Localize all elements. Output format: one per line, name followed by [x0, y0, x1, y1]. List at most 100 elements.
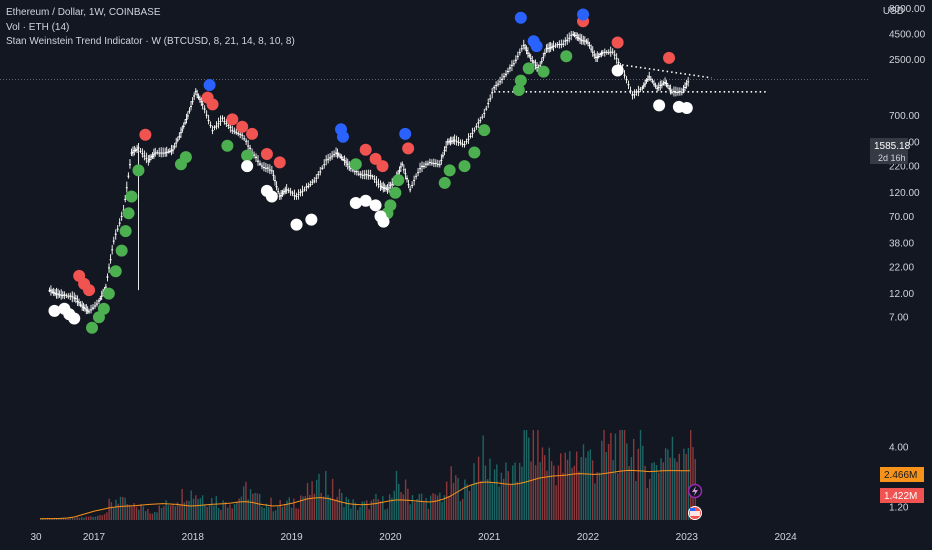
candle-body	[71, 296, 74, 298]
candle-body	[231, 130, 234, 132]
volume-bar	[363, 501, 366, 520]
red-marker	[663, 51, 676, 64]
candle-body	[253, 154, 256, 156]
volume-bar	[279, 499, 281, 520]
green-marker	[97, 302, 110, 315]
candle-body	[441, 155, 444, 157]
volume-bar	[660, 458, 662, 520]
candle-body	[572, 33, 575, 35]
volume-bar	[502, 478, 505, 520]
volume-bar	[459, 501, 462, 520]
candle-body	[649, 78, 652, 80]
volume-bar	[300, 495, 302, 520]
volume-bar	[518, 462, 521, 520]
candle-body	[178, 136, 181, 138]
volume-bar	[457, 478, 459, 520]
candle-body	[548, 47, 551, 49]
candle-body	[605, 51, 608, 53]
time-axis[interactable]: 30 2017 2018 2019 2020 2021 2022 2023 2024	[30, 532, 797, 543]
volume-bar	[687, 447, 690, 520]
volume-bar	[505, 462, 507, 520]
candle-body	[459, 142, 462, 144]
volume-bar	[128, 504, 131, 520]
volume-bar	[176, 502, 179, 520]
event-icons[interactable]	[687, 483, 703, 520]
volume-bar	[147, 508, 149, 520]
candle-body	[564, 40, 567, 42]
volume-bar	[211, 497, 213, 520]
volume-bar	[231, 508, 233, 520]
indicator-title[interactable]: Stan Weinstein Trend Indicator · W (BTCU…	[6, 36, 295, 47]
candle-body	[593, 54, 596, 56]
trendline[interactable]	[617, 63, 712, 79]
currency-label: USD	[882, 6, 904, 17]
volume-bar	[493, 469, 496, 520]
candle-body	[386, 188, 389, 190]
candle-body	[287, 189, 290, 191]
volume-bar	[361, 501, 363, 520]
volume-bar	[245, 481, 247, 520]
candle-body	[664, 82, 667, 84]
volume-bar	[587, 451, 589, 520]
volume-bar	[195, 495, 197, 520]
volume-bar	[90, 516, 92, 520]
candle-body	[452, 140, 455, 142]
candle-body	[491, 92, 494, 94]
volume-bar	[160, 508, 163, 520]
volume-bar	[475, 482, 478, 520]
candle-body	[465, 141, 468, 143]
candle-body	[446, 141, 449, 143]
candle-body	[141, 153, 144, 155]
volume-bar	[270, 497, 272, 520]
volume-ma-line	[39, 469, 690, 520]
candle-body	[227, 125, 230, 127]
volume-bar	[578, 471, 580, 520]
volume-bar	[265, 503, 268, 520]
volume-bar	[382, 496, 384, 520]
green-marker	[512, 84, 525, 97]
volume-bar	[612, 459, 614, 520]
volume-bar	[284, 504, 286, 520]
candle-body	[349, 167, 352, 169]
candle-body	[198, 98, 201, 100]
green-marker	[438, 176, 451, 189]
candle-body	[282, 191, 285, 193]
volume-bar	[167, 505, 170, 520]
volume-bar	[281, 506, 284, 520]
symbol-title[interactable]: Ethereum / Dollar, 1W, COINBASE	[6, 7, 161, 18]
candle-body	[659, 85, 662, 87]
candle-body	[579, 38, 582, 40]
candle-body	[201, 103, 204, 105]
candle-body	[609, 51, 612, 53]
candle-body	[237, 132, 240, 135]
price-axis[interactable]: 14000.008000.004500.002500.00700.00380.0…	[870, 0, 931, 514]
white-marker	[48, 304, 61, 317]
volume-ma-value: 2.466M	[884, 470, 917, 481]
volume-bar	[315, 479, 318, 520]
volume-bar	[345, 496, 348, 520]
volume-bar	[78, 517, 81, 520]
candle-body	[421, 165, 424, 168]
volume-bar	[327, 494, 329, 520]
candle-body	[268, 169, 271, 171]
candle-body	[407, 184, 410, 186]
volume-bar	[644, 465, 646, 520]
volume-bar	[571, 467, 573, 520]
volume-bar	[411, 495, 414, 520]
volume-bar	[642, 445, 644, 520]
red-marker	[236, 120, 249, 133]
candle-body	[413, 179, 416, 181]
volume-study-title[interactable]: Vol · ETH (14)	[6, 21, 70, 33]
candle-body	[258, 163, 261, 165]
candle-body	[475, 126, 478, 128]
volume-bar	[119, 496, 122, 520]
green-marker	[384, 199, 397, 212]
volume-bar	[466, 484, 468, 520]
volume-bar	[359, 507, 361, 520]
volume-bar	[637, 448, 639, 520]
volume-bar	[555, 485, 557, 520]
candle-body	[285, 189, 288, 191]
candle-body	[148, 158, 151, 161]
volume-bar	[498, 486, 500, 520]
